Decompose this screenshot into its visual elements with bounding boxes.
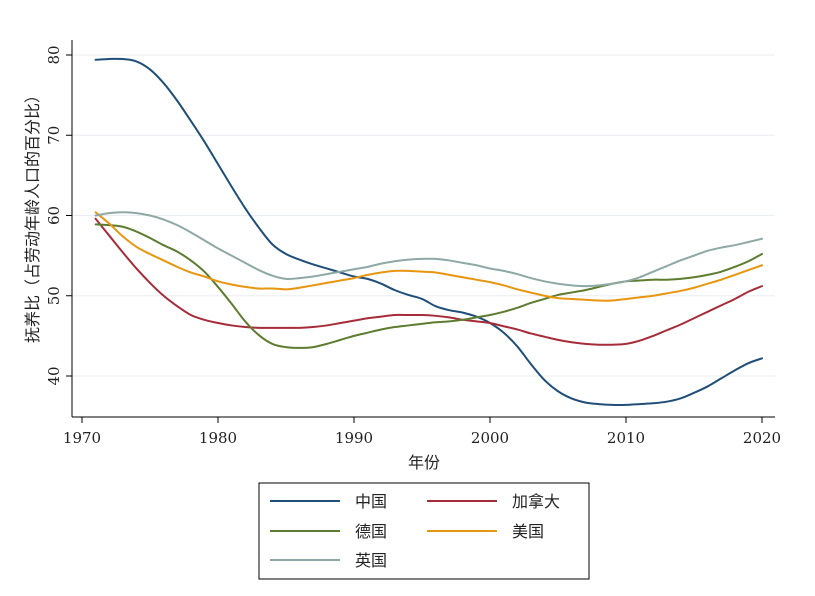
legend-label-2: 德国 xyxy=(355,522,387,541)
x-tick-label-2000: 2000 xyxy=(471,429,509,447)
grid-lines xyxy=(72,54,775,377)
series-line-4 xyxy=(94,211,763,288)
series-line-1 xyxy=(94,217,763,346)
y-axis-title: 抚养比（占劳动年龄人口的百分比） xyxy=(23,87,42,343)
y-tick-label-80: 80 xyxy=(45,45,63,64)
y-tick-label-40: 40 xyxy=(45,366,63,385)
y-tick-label-70: 70 xyxy=(45,126,63,145)
x-tick-label-2020: 2020 xyxy=(743,429,781,447)
y-tick-label-50: 50 xyxy=(45,286,63,305)
x-tick-label-1990: 1990 xyxy=(335,429,373,447)
x-tick-label-1980: 1980 xyxy=(199,429,237,447)
series-line-2 xyxy=(94,223,763,349)
legend-label-1: 加拿大 xyxy=(512,492,560,511)
x-tick-label-1970: 1970 xyxy=(63,429,101,447)
x-axis-title: 年份 xyxy=(408,453,440,472)
y-ticks: 40 50 60 70 80 xyxy=(45,45,72,386)
x-tick-label-2010: 2010 xyxy=(607,429,645,447)
legend-label-3: 美国 xyxy=(512,522,544,541)
axes xyxy=(71,40,775,418)
y-tick-label-60: 60 xyxy=(45,206,63,225)
x-ticks: 1970 1980 1990 2000 2010 2020 xyxy=(63,417,781,447)
series-lines xyxy=(94,57,763,406)
series-line-0 xyxy=(94,57,763,406)
legend-label-4: 英国 xyxy=(355,551,387,570)
legend-label-0: 中国 xyxy=(355,492,387,511)
series-line-3 xyxy=(94,211,763,302)
